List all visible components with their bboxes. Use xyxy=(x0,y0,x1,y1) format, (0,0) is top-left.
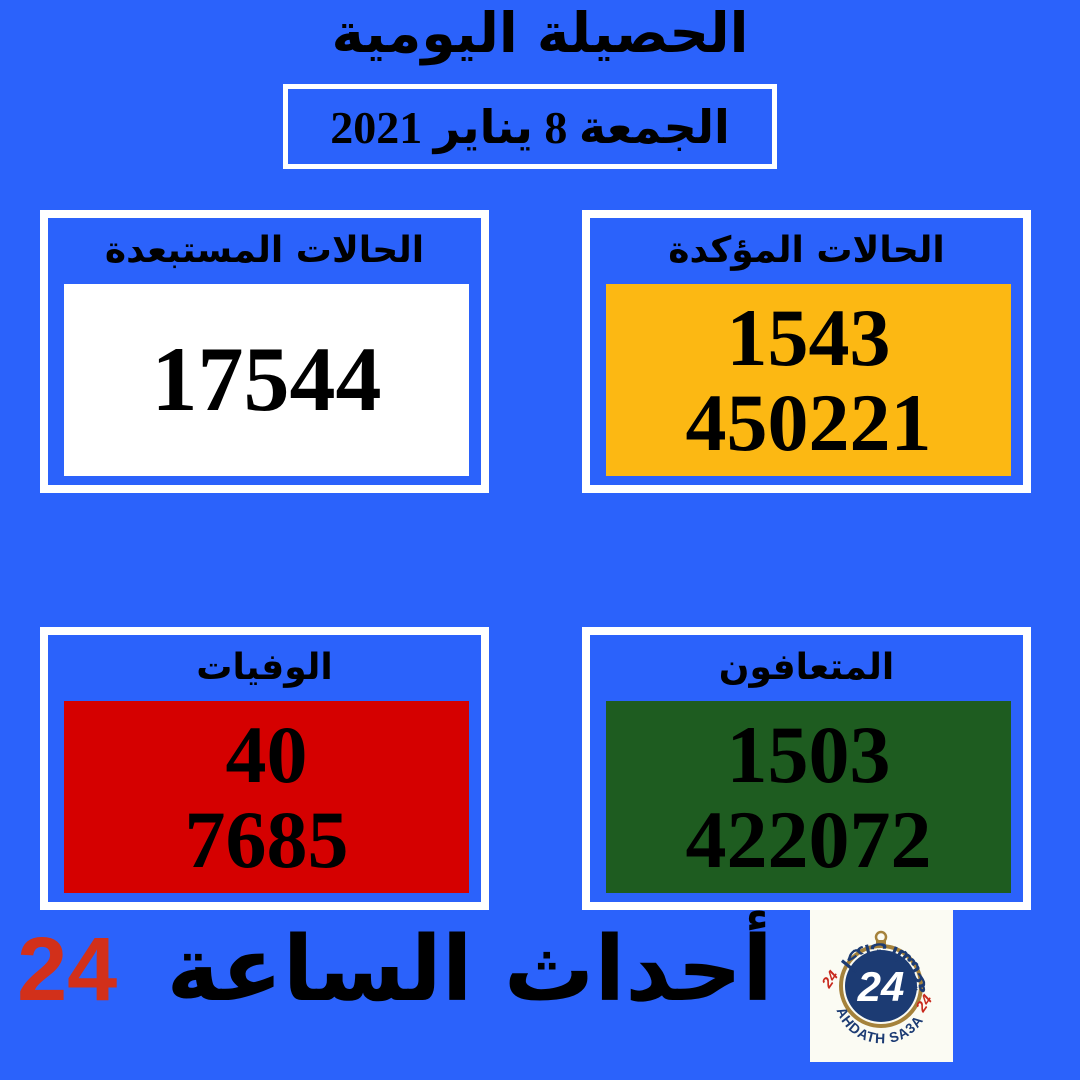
stat-label-recovered: المتعافون xyxy=(718,647,895,688)
stat-value: 7685 xyxy=(184,794,349,885)
stat-value: 450221 xyxy=(685,377,932,468)
stat-value: 1503 xyxy=(726,708,891,800)
stat-value-box-recovered: 1503 422072 xyxy=(606,701,1011,893)
stat-value: 17544 xyxy=(151,328,382,431)
stat-box-recovered: المتعافون 1503 422072 xyxy=(582,627,1031,910)
stat-value: 422072 xyxy=(685,794,932,885)
stat-box-confirmed: الحالات المؤكدة 1543 450221 xyxy=(582,210,1031,493)
stat-box-excluded: الحالات المستبعدة 17544 xyxy=(40,210,489,493)
stat-value-box-deaths: 40 7685 xyxy=(64,701,469,893)
page-title: الحصيلة اليومية xyxy=(331,1,749,65)
date-text: الجمعة 8 يناير 2021 xyxy=(330,101,730,153)
ahdath-saa24-logo: 24 أحداث الساعة AHDATH SA3A 24 24 xyxy=(810,910,953,1062)
stat-value-box-confirmed: 1543 450221 xyxy=(606,284,1011,476)
stat-value: 40 xyxy=(225,708,308,800)
stat-box-deaths: الوفيات 40 7685 xyxy=(40,627,489,910)
logo-center-number: 24 xyxy=(857,963,905,1010)
brand-wordmark: أحداث الساعة 24 xyxy=(0,918,790,1023)
logo-side-number-left: 24 xyxy=(818,967,842,992)
ahdath-saa24-logo-icon: 24 أحداث الساعة AHDATH SA3A 24 24 xyxy=(818,930,936,1047)
brand-name: أحداث الساعة xyxy=(166,917,773,1022)
brand-number: 24 xyxy=(17,920,118,1020)
watch-ring-icon xyxy=(839,944,923,1028)
stat-value: 1543 xyxy=(726,291,891,383)
stat-label-confirmed: الحالات المؤكدة xyxy=(668,230,945,271)
stat-label-deaths: الوفيات xyxy=(196,647,333,688)
date-box: الجمعة 8 يناير 2021 xyxy=(283,84,777,169)
watch-dial-icon xyxy=(845,950,917,1022)
stat-value-box-excluded: 17544 xyxy=(64,284,469,476)
stat-label-excluded: الحالات المستبعدة xyxy=(104,230,425,271)
